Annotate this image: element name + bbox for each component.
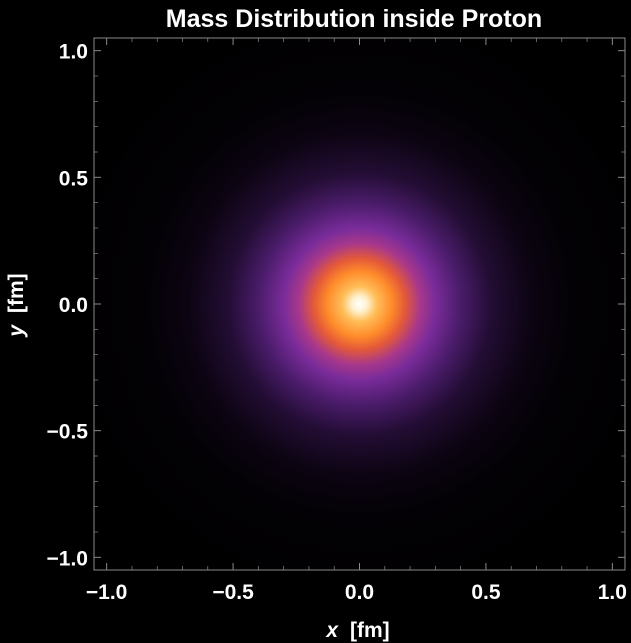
x-tick-label: −1.0 xyxy=(86,581,127,604)
chart-title: Mass Distribution inside Proton xyxy=(166,5,542,33)
y-axis-var: y xyxy=(5,324,28,338)
y-tick-label: −1.0 xyxy=(47,547,88,570)
x-tick-label: 0.5 xyxy=(471,581,501,604)
x-tick-label: 1.0 xyxy=(598,581,627,604)
x-axis-unit: [fm] xyxy=(350,619,390,642)
plot-frame xyxy=(93,37,626,571)
density-heatmap xyxy=(94,38,625,570)
x-axis-label: x [fm] xyxy=(325,619,389,642)
y-axis-label: y [fm] xyxy=(5,273,28,337)
x-tick-label: −0.5 xyxy=(212,581,254,604)
y-tick-label: −0.5 xyxy=(47,421,89,444)
y-tick-label: 0.5 xyxy=(59,167,89,190)
y-tick-labels: 1.0 0.5 0.0 −0.5 −1.0 xyxy=(47,41,89,571)
x-tick-labels: −1.0 −0.5 0.0 0.5 1.0 xyxy=(86,581,627,604)
y-tick-label: 0.0 xyxy=(59,294,88,317)
x-axis-var: x xyxy=(325,619,339,642)
x-tick-label: 0.0 xyxy=(345,581,374,604)
y-tick-label: 1.0 xyxy=(59,41,88,64)
y-axis-unit: [fm] xyxy=(5,273,28,313)
tick-marks xyxy=(94,38,625,570)
